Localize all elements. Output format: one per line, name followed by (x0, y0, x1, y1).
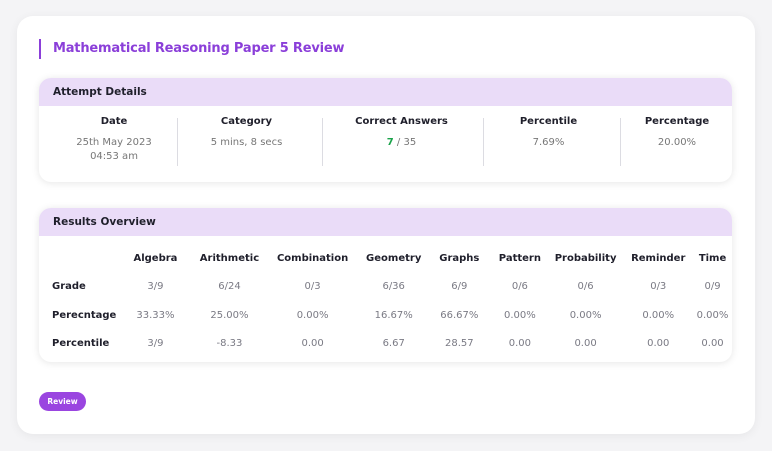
page-title: Mathematical Reasoning Paper 5 Review (39, 39, 344, 59)
table-cell: 3/9 (147, 281, 164, 293)
table-cell: 0.00% (569, 309, 602, 321)
correct-count: 7 (386, 137, 394, 148)
review-card: Mathematical Reasoning Paper 5 Review At… (17, 16, 755, 434)
column-header: Reminder (631, 252, 686, 264)
table-cell: 66.67% (440, 309, 479, 321)
percentile-value: 7.69% (532, 137, 565, 148)
table-cell: 0.00% (503, 309, 536, 321)
table-cell: -8.33 (216, 338, 243, 350)
column-header: Arithmetic (199, 252, 260, 264)
date-column: Date 25th May 2023 04:53 am (69, 116, 159, 164)
table-cell: 0.00 (301, 338, 324, 350)
column-header: Geometry (366, 252, 422, 264)
column-header: Pattern (498, 252, 541, 264)
table-cell: 0.00 (701, 338, 724, 350)
column-divider (322, 118, 323, 166)
category-value: 5 mins, 8 secs (210, 137, 283, 148)
table-cell: 6/9 (451, 281, 468, 293)
row-label-header (39, 244, 116, 273)
table-cell: 33.33% (136, 309, 175, 321)
table-cell: 6.67 (382, 338, 405, 350)
column-divider (177, 118, 178, 166)
table-cell: 0.00% (642, 309, 675, 321)
row-label: Percentile (52, 338, 110, 350)
column-divider (620, 118, 621, 166)
table-cell: 0.00 (647, 338, 670, 350)
table-cell: 0/3 (650, 281, 667, 293)
row-label: Perecntage (52, 309, 117, 321)
date-value: 25th May 2023 04:53 am (69, 136, 159, 164)
attempt-details-panel: Attempt Details Date 25th May 2023 04:53… (39, 78, 732, 182)
row-label: Grade (52, 281, 86, 293)
correct-answers-value: 7 / 35 (344, 136, 459, 150)
category-column: Category 5 mins, 8 secs (199, 116, 294, 150)
column-header: Time (698, 252, 727, 264)
table-row: Percentile 3/9 -8.33 0.00 6.67 28.57 0.0… (39, 330, 732, 359)
table-cell: 6/36 (382, 281, 405, 293)
table-cell: 0.00% (696, 309, 729, 321)
category-label: Category (220, 116, 273, 127)
percentile-label: Percentile (519, 116, 578, 127)
correct-answers-column: Correct Answers 7 / 35 (344, 116, 459, 150)
results-overview-header: Results Overview (39, 208, 732, 236)
table-cell: 28.57 (444, 338, 474, 350)
table-cell: 0.00 (574, 338, 597, 350)
table-cell: 0.00 (508, 338, 532, 350)
percentage-label: Percentage (644, 116, 710, 127)
date-label: Date (100, 116, 128, 127)
results-header-row: Algebra Arithmetic Combination Geometry … (39, 244, 732, 273)
date-value-time: 04:53 am (90, 151, 138, 162)
table-cell: 0/6 (577, 281, 594, 293)
correct-answers-label: Correct Answers (355, 116, 448, 127)
table-cell: 0.00% (296, 309, 329, 321)
column-header: Combination (276, 252, 349, 264)
table-cell: 16.67% (374, 309, 413, 321)
table-row: Grade 3/9 6/24 0/3 6/36 6/9 0/6 0/6 0/3 … (39, 273, 732, 302)
total-count: / 35 (393, 137, 417, 148)
table-cell: 3/9 (147, 338, 164, 350)
table-cell: 0/9 (704, 281, 721, 293)
attempt-details-header: Attempt Details (39, 78, 732, 106)
review-button[interactable]: Review (39, 392, 86, 411)
date-value-day: 25th May 2023 (76, 137, 152, 148)
table-cell: 25.00% (210, 309, 249, 321)
column-divider (483, 118, 484, 166)
column-header: Algebra (133, 252, 178, 264)
table-cell: 6/24 (218, 281, 241, 293)
table-cell: 0/6 (511, 281, 528, 293)
percentage-column: Percentage 20.00% (632, 116, 722, 150)
attempt-details-body: Date 25th May 2023 04:53 am Category 5 m… (39, 106, 732, 182)
results-overview-panel: Results Overview Algebra Arithmetic (39, 208, 732, 362)
column-header: Graphs (439, 252, 480, 264)
percentage-value: 20.00% (657, 137, 697, 148)
column-header: Probability (554, 252, 617, 264)
percentile-column: Percentile 7.69% (501, 116, 596, 150)
table-row: Perecntage 33.33% 25.00% 0.00% 16.67% 66… (39, 301, 732, 330)
results-table: Algebra Arithmetic Combination Geometry … (39, 244, 732, 358)
table-cell: 0/3 (304, 281, 321, 293)
